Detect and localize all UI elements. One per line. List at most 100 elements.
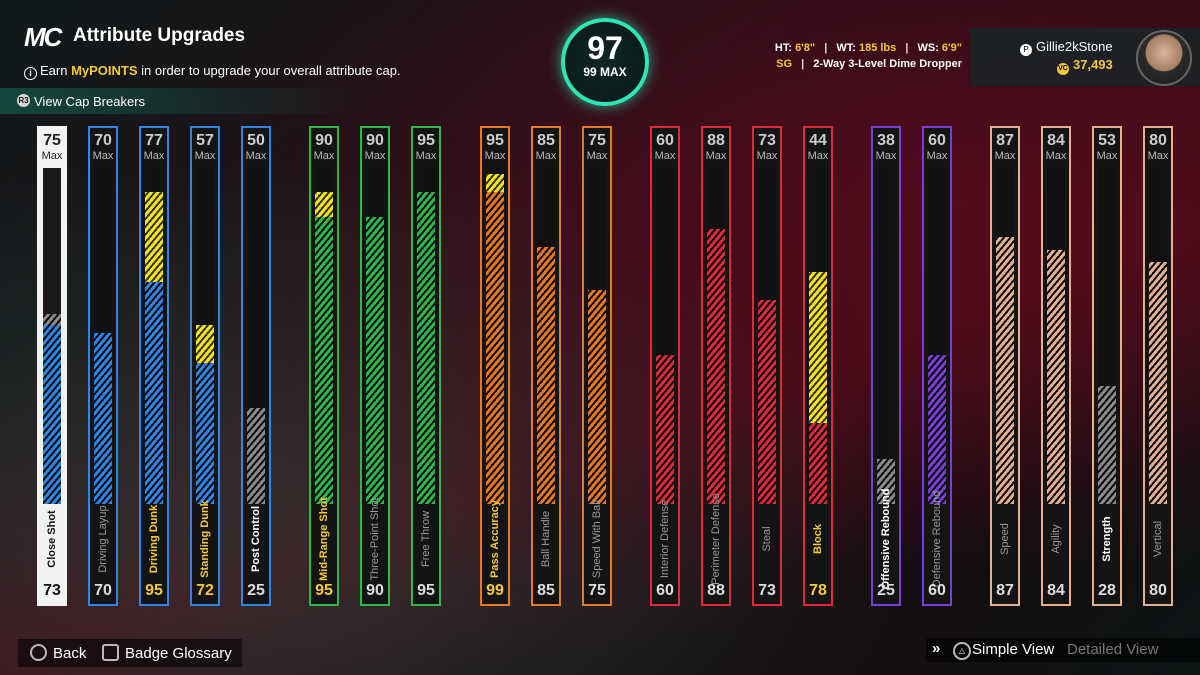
attribute-bar-speed-with-ball[interactable]: 75 Max Speed With Ball 75 — [582, 126, 612, 606]
attribute-name: Block — [812, 524, 824, 554]
attribute-cap-label: Max — [41, 150, 63, 162]
attribute-name-box: Speed — [992, 504, 1018, 574]
attribute-bar-block[interactable]: 44 Max Block 78 — [803, 126, 833, 606]
attribute-cap-value: 90 — [315, 132, 333, 149]
attribute-value: 25 — [247, 582, 265, 599]
attribute-name: Driving Dunk — [148, 504, 160, 574]
attribute-bar-free-throw[interactable]: 95 Max Free Throw 95 — [411, 126, 441, 606]
attribute-fill — [809, 423, 827, 504]
attribute-bar-ball-handle[interactable]: 85 Max Ball Handle 85 — [531, 126, 561, 606]
chevron-right-icon: » — [932, 640, 941, 657]
attribute-value: 85 — [537, 582, 555, 599]
attribute-cap-label: Max — [926, 150, 948, 162]
attribute-name-box: Standing Dunk — [192, 500, 218, 578]
attribute-fill — [928, 355, 946, 504]
attribute-name-box: Vertical — [1145, 504, 1171, 574]
attribute-cap-value: 60 — [656, 132, 674, 149]
attribute-cap-label: Max — [807, 150, 829, 162]
attribute-cap-value: 95 — [417, 132, 435, 149]
attribute-fill — [315, 216, 333, 504]
attribute-bar-perimeter-defense[interactable]: 88 Max Perimeter Defense 88 — [701, 126, 731, 606]
avatar — [1136, 30, 1192, 86]
attribute-track — [247, 168, 265, 504]
attribute-bar-agility[interactable]: 84 Max Agility 84 — [1041, 126, 1071, 606]
attribute-cap-label: Max — [313, 150, 335, 162]
attribute-value: 25 — [877, 582, 895, 599]
attribute-cap-label: Max — [654, 150, 676, 162]
attribute-fill — [1098, 385, 1116, 504]
attribute-bar-speed[interactable]: 87 Max Speed 87 — [990, 126, 1020, 606]
attribute-name-box: Mid-Range Shot — [311, 497, 337, 581]
vc-balance: VC 37,493 — [1057, 57, 1113, 75]
attribute-name: Offensive Rebound — [880, 488, 892, 590]
attribute-bar-three-point-shot[interactable]: 90 Max Three-Point Shot 90 — [360, 126, 390, 606]
attribute-cap-label: Max — [1045, 150, 1067, 162]
attribute-value: 60 — [928, 582, 946, 599]
attribute-bar-offensive-rebound[interactable]: 38 Max Offensive Rebound 25 — [871, 126, 901, 606]
attribute-fill — [417, 191, 435, 504]
attribute-bar-standing-dunk[interactable]: 57 Max Standing Dunk 72 — [190, 126, 220, 606]
attribute-bar-driving-dunk[interactable]: 77 Max Driving Dunk 95 — [139, 126, 169, 606]
attribute-name-box: Steal — [754, 504, 780, 574]
attribute-name: Driving Layup — [97, 505, 109, 573]
badge-glossary-button[interactable]: Badge Glossary — [102, 644, 232, 662]
view-cap-breakers-button[interactable]: R3 View Cap Breakers — [0, 88, 360, 114]
attribute-fill — [537, 247, 555, 504]
attribute-bar-vertical[interactable]: 80 Max Vertical 80 — [1143, 126, 1173, 606]
attribute-cap-label: Max — [756, 150, 778, 162]
attribute-value: 73 — [43, 582, 61, 599]
attribute-bar-steal[interactable]: 73 Max Steal 73 — [752, 126, 782, 606]
attribute-cap-value: 70 — [94, 132, 112, 149]
attribute-track — [877, 168, 895, 504]
attribute-name-box: Driving Layup — [90, 504, 116, 574]
attribute-bar-mid-range-shot[interactable]: 90 Max Mid-Range Shot 95 — [309, 126, 339, 606]
mypoints-highlight: MyPOINTS — [71, 63, 138, 78]
attribute-name: Post Control — [250, 506, 262, 572]
wingspan-value: 6'9" — [941, 42, 962, 54]
attribute-cap-value: 75 — [588, 132, 606, 149]
attribute-name: Defensive Rebound — [931, 490, 943, 588]
attribute-name-box: Driving Dunk — [141, 504, 167, 574]
attribute-cap-value: 44 — [809, 132, 827, 149]
attribute-bar-interior-defense[interactable]: 60 Max Interior Defense 60 — [650, 126, 680, 606]
gamertag: P Gillie2kStone — [1020, 39, 1113, 56]
overall-max-label: 99 MAX — [583, 65, 627, 79]
attribute-name-box: Block — [805, 504, 831, 574]
circle-button-icon — [30, 644, 47, 661]
attribute-fill — [707, 229, 725, 504]
attribute-track — [588, 168, 606, 504]
attribute-bar-pass-accuracy[interactable]: 95 Max Pass Accuracy 99 — [480, 126, 510, 606]
back-button[interactable]: Back — [30, 644, 86, 662]
attribute-value: 75 — [588, 582, 606, 599]
attribute-bar-driving-layup[interactable]: 70 Max Driving Layup 70 — [88, 126, 118, 606]
attribute-cap-label: Max — [143, 150, 165, 162]
attribute-fill — [588, 289, 606, 504]
profile-panel: P Gillie2kStone VC 37,493 — [970, 28, 1200, 86]
attribute-cap-value: 84 — [1047, 132, 1065, 149]
attribute-name: Interior Defense — [659, 499, 671, 579]
attribute-name-box: Three-Point Shot — [362, 497, 388, 581]
attribute-bar-post-control[interactable]: 50 Max Post Control 25 — [241, 126, 271, 606]
detailed-view-tab[interactable]: Detailed View — [1067, 641, 1159, 658]
attribute-boost — [809, 272, 827, 424]
attribute-bar-close-shot[interactable]: 75 Max Close Shot 73 — [37, 126, 67, 606]
attribute-name: Perimeter Defense — [710, 493, 722, 585]
attribute-name-box: Ball Handle — [533, 504, 559, 574]
page-title: Attribute Upgrades — [73, 25, 246, 46]
attribute-bar-strength[interactable]: 53 Max Strength 28 — [1092, 126, 1122, 606]
attribute-fill — [758, 300, 776, 504]
attribute-value: 95 — [145, 582, 163, 599]
logo: MC — [24, 22, 62, 52]
attribute-value: 88 — [707, 582, 725, 599]
attribute-cap-value: 57 — [196, 132, 214, 149]
attribute-value: 78 — [809, 582, 827, 599]
attribute-fill — [196, 362, 214, 504]
attribute-track — [1149, 168, 1167, 504]
attribute-name: Vertical — [1152, 520, 1164, 558]
simple-view-tab[interactable]: Simple View — [972, 641, 1055, 658]
attribute-cap-value: 38 — [877, 132, 895, 149]
triangle-button-icon: △ — [953, 642, 971, 660]
attribute-name-box: Perimeter Defense — [703, 493, 729, 585]
attribute-bar-defensive-rebound[interactable]: 60 Max Defensive Rebound 60 — [922, 126, 952, 606]
attribute-value: 87 — [996, 582, 1014, 599]
